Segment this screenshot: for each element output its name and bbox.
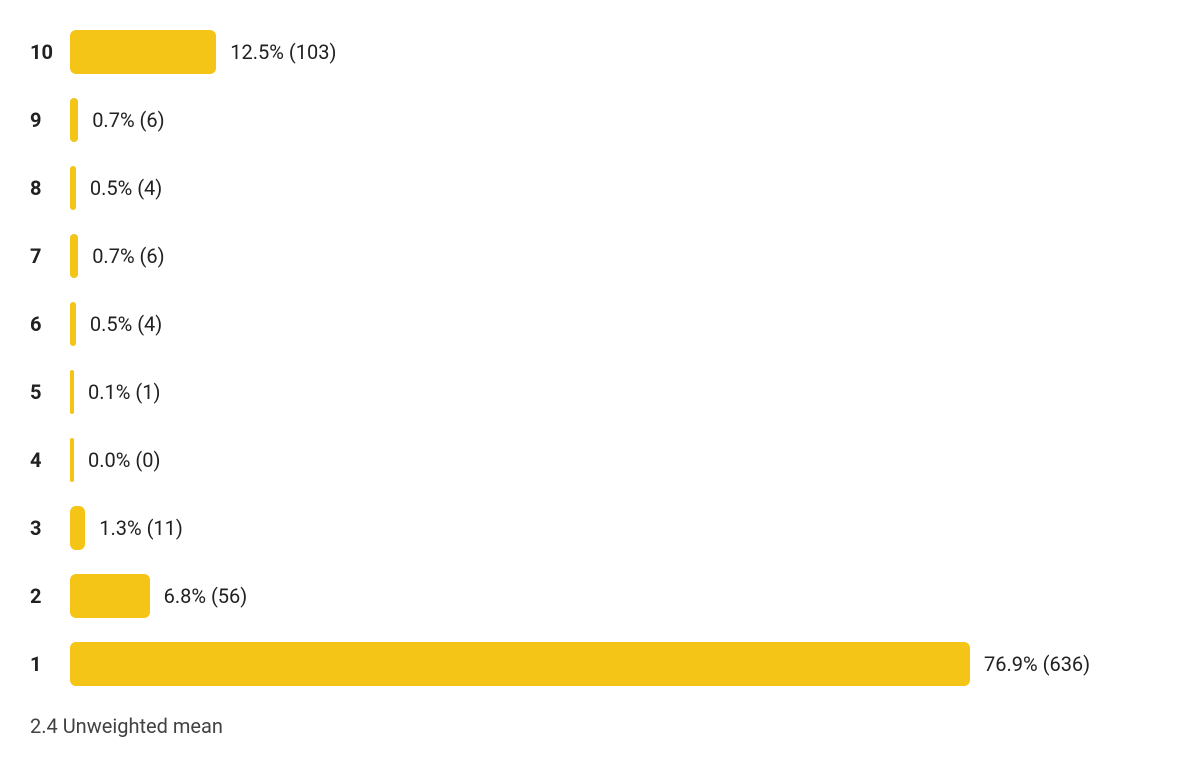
category-label: 4 xyxy=(30,448,70,472)
bar xyxy=(70,98,78,142)
category-label: 1 xyxy=(30,652,70,676)
bar-row: 4 0.0% (0) xyxy=(30,428,1153,492)
bar-wrap: 0.7% (6) xyxy=(70,224,165,288)
category-label: 8 xyxy=(30,176,70,200)
category-label: 9 xyxy=(30,108,70,132)
bar xyxy=(70,30,216,74)
bar-wrap: 0.7% (6) xyxy=(70,88,165,152)
bar-wrap: 0.5% (4) xyxy=(70,292,162,356)
category-label: 7 xyxy=(30,244,70,268)
bar-row: 5 0.1% (1) xyxy=(30,360,1153,424)
bar-row: 8 0.5% (4) xyxy=(30,156,1153,220)
bar xyxy=(70,302,76,346)
value-label: 1.3% (11) xyxy=(99,516,183,540)
bar-wrap: 0.0% (0) xyxy=(70,428,160,492)
bar-row: 7 0.7% (6) xyxy=(30,224,1153,288)
bar-wrap: 0.5% (4) xyxy=(70,156,162,220)
category-label: 2 xyxy=(30,584,70,608)
bar-row: 6 0.5% (4) xyxy=(30,292,1153,356)
value-label: 0.7% (6) xyxy=(92,244,164,268)
category-label: 10 xyxy=(30,40,70,64)
bar-row: 10 12.5% (103) xyxy=(30,20,1153,84)
bar-wrap: 6.8% (56) xyxy=(70,564,247,628)
bar-wrap: 12.5% (103) xyxy=(70,20,336,84)
value-label: 6.8% (56) xyxy=(164,584,248,608)
bar xyxy=(70,642,970,686)
value-label: 0.1% (1) xyxy=(88,380,160,404)
bar-wrap: 76.9% (636) xyxy=(70,632,1090,696)
bar xyxy=(70,506,85,550)
horizontal-bar-chart: 10 12.5% (103) 9 0.7% (6) 8 0.5% (4) 7 0… xyxy=(30,20,1153,738)
bar xyxy=(70,234,78,278)
value-label: 76.9% (636) xyxy=(984,652,1090,676)
footer-mean-text: 2.4 Unweighted mean xyxy=(30,714,1153,738)
bar-wrap: 0.1% (1) xyxy=(70,360,160,424)
bar-row: 1 76.9% (636) xyxy=(30,632,1153,696)
value-label: 0.0% (0) xyxy=(88,448,160,472)
bar xyxy=(70,370,74,414)
value-label: 0.5% (4) xyxy=(90,312,162,336)
value-label: 12.5% (103) xyxy=(230,40,336,64)
bar-row: 3 1.3% (11) xyxy=(30,496,1153,560)
category-label: 6 xyxy=(30,312,70,336)
value-label: 0.7% (6) xyxy=(92,108,164,132)
bar-row: 9 0.7% (6) xyxy=(30,88,1153,152)
category-label: 3 xyxy=(30,516,70,540)
bar-row: 2 6.8% (56) xyxy=(30,564,1153,628)
bar-wrap: 1.3% (11) xyxy=(70,496,183,560)
bar xyxy=(70,438,74,482)
bar xyxy=(70,166,76,210)
category-label: 5 xyxy=(30,380,70,404)
value-label: 0.5% (4) xyxy=(90,176,162,200)
bar xyxy=(70,574,150,618)
